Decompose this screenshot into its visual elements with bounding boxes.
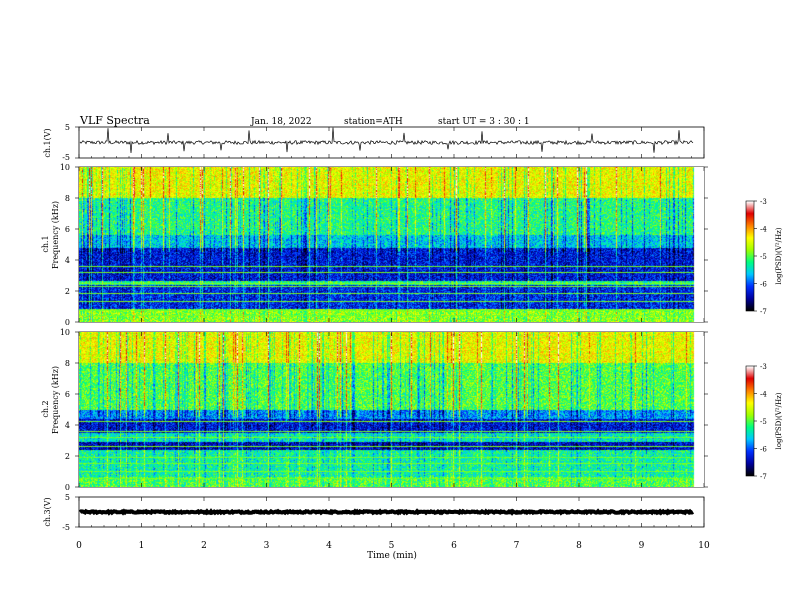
ch3-waveform-tick-bottom: -5 [62,523,70,532]
ch1-waveform-panel: 5 -5 ch.1(V) [43,123,705,162]
chart-title: VLF Spectra [79,114,150,127]
ch2-freq-tick-label: 4 [65,421,70,430]
ch1-colorbar-label: log(PSD)(V²/Hz) [775,227,783,284]
time-axis-label: Time (min) [367,550,417,561]
time-tick-label: 10 [698,541,710,551]
ch2-spectrogram-ylabel-channel: ch.2 [41,400,50,417]
ch1-spectrogram-ylabel-channel: ch.1 [41,235,50,252]
ch1-waveform-ylabel: ch.1(V) [43,128,52,157]
ch2-colorbar-gradient [746,366,754,476]
ch1-colorbar-tick-label: -3 [760,198,767,206]
ch1-freq-tick-label: 0 [65,318,70,327]
chart-start-ut: start UT = 3 : 30 : 1 [438,117,530,127]
ch2-freq-tick-label: 8 [65,359,70,368]
ch2-colorbar-tick-label: -7 [760,473,767,481]
ch2-colorbar-tick-label: -5 [760,418,767,426]
ch2-colorbar: -3 -4 -5 -6 -7 log(PSD)(V²/Hz) [745,363,783,481]
ch2-colorbar-tick-label: -4 [760,391,767,399]
ch2-freq-tick-label: 2 [65,452,70,461]
time-tick-label: 9 [639,541,645,551]
ch1-spectrogram-ylabel-frequency: Frequency (kHz) [51,201,60,269]
ch2-colorbar-label: log(PSD)(V²/Hz) [775,392,783,449]
ch2-spectrogram-image [79,332,704,487]
time-tick-label: 4 [326,541,332,551]
ch2-colorbar-tick-label: -3 [760,363,767,371]
ch2-freq-tick-label: 10 [60,328,70,337]
time-tick-label: 2 [201,541,207,551]
ch2-colorbar-tick-label: -6 [760,446,767,454]
ch2-spectrogram-panel: 0 2 4 6 8 10 ch.2 Frequency (kHz) [41,328,708,492]
ch1-colorbar-tick-label: -6 [760,281,767,289]
ch1-waveform-tick-top: 5 [65,123,70,132]
ch1-spectrogram-panel: 0 2 4 6 8 10 ch.1 Frequency (kHz) [41,163,708,327]
ch3-waveform-ylabel: ch.3(V) [43,497,52,526]
time-tick-label: 5 [389,541,395,551]
ch1-colorbar-tick-label: -7 [760,308,767,316]
time-tick-label: 7 [514,541,520,551]
ch1-freq-tick-label: 8 [65,194,70,203]
ch3-waveform-trace [78,508,695,516]
ch1-waveform-tick-bottom: -5 [62,153,70,162]
ch3-waveform-panel: 5 -5 ch.3(V) [43,493,705,532]
time-tick-label: 3 [264,541,270,551]
chart-date: Jan. 18, 2022 [250,117,312,127]
chart-station: station=ATH [344,117,403,127]
ch1-waveform-trace [79,127,694,154]
ch1-freq-tick-label: 6 [65,225,70,234]
ch2-freq-tick-label: 0 [65,483,70,492]
ch1-spectrogram-image [79,167,704,322]
ch1-freq-tick-label: 10 [60,163,70,172]
ch3-waveform-tick-top: 5 [65,493,70,502]
ch2-freq-tick-label: 6 [65,390,70,399]
ch1-colorbar-gradient [746,201,754,311]
ch1-colorbar-tick-label: -5 [760,253,767,261]
ch1-colorbar-tick-label: -4 [760,226,767,234]
time-tick-label: 8 [576,541,582,551]
time-axis: 0 1 2 3 4 5 6 7 8 9 10 [76,127,710,551]
time-tick-label: 6 [451,541,457,551]
time-tick-label: 1 [139,541,145,551]
ch2-spectrogram-ylabel-frequency: Frequency (kHz) [51,366,60,434]
ch1-freq-tick-label: 4 [65,256,70,265]
ch1-freq-tick-label: 2 [65,287,70,296]
time-tick-label: 0 [76,541,82,551]
ch1-colorbar: -3 -4 -5 -6 -7 log(PSD)(V²/Hz) [745,198,783,316]
